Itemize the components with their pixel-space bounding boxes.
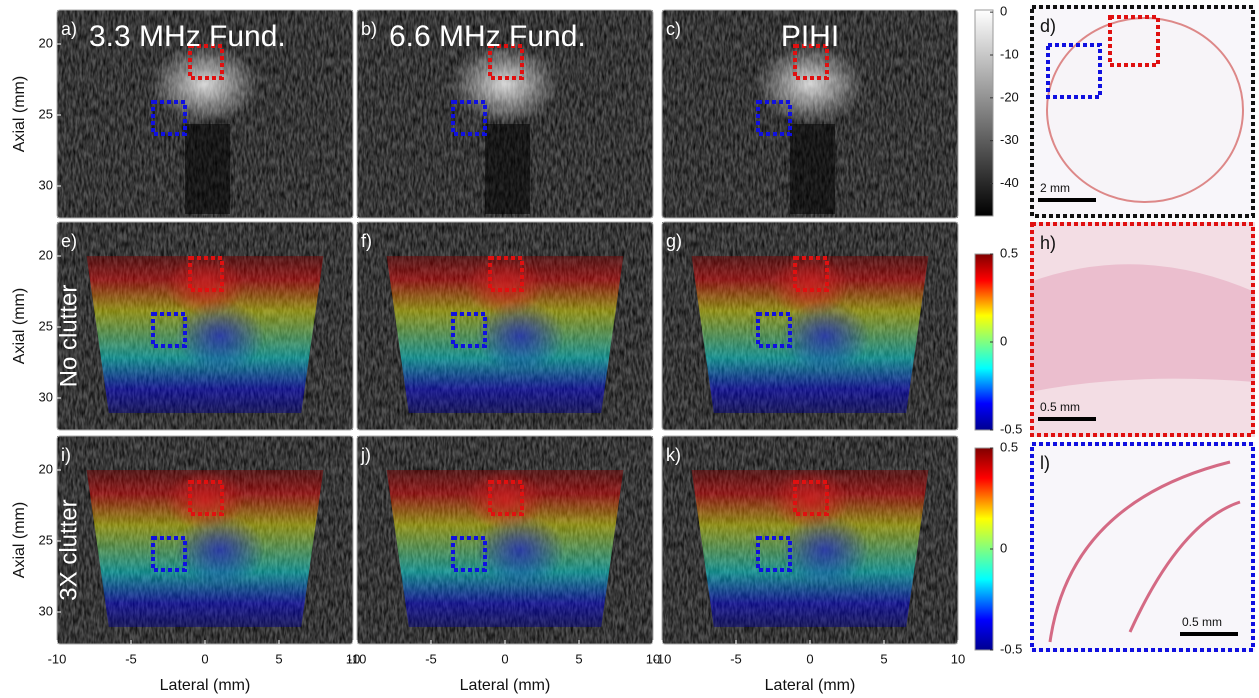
panel-title: PIHI: [781, 20, 839, 53]
tissue-fiber: [1030, 264, 1255, 392]
panel-label: g): [666, 231, 682, 251]
cold-region: [780, 301, 870, 371]
colorbar-tick-label: -0.5: [1000, 641, 1022, 656]
panel-label: l): [1040, 453, 1050, 473]
cold-region: [175, 515, 265, 585]
row-label: 3X clutter: [55, 499, 82, 600]
x-tick-label: -10: [48, 651, 67, 666]
inclusion: [450, 44, 560, 124]
colorbar-tick-label: 0.5: [1000, 439, 1018, 454]
colorbar-tick-label: 0: [1000, 540, 1007, 555]
x-tick-label: 5: [880, 651, 887, 666]
colorbar-tick-label: -0.5: [1000, 421, 1022, 436]
y-axis-label: Axial (mm): [11, 502, 28, 578]
x-axis-label: Lateral (mm): [460, 677, 551, 694]
shadow: [790, 124, 835, 214]
y-tick-label: 30: [39, 389, 53, 404]
y-tick-label: 25: [39, 532, 53, 547]
shadow: [185, 124, 230, 214]
x-tick-label: -5: [730, 651, 742, 666]
x-tick-label: -10: [653, 651, 672, 666]
colorbar-tick-label: 0: [1000, 4, 1007, 19]
panel-label: j): [360, 445, 371, 465]
panel-label: a): [61, 19, 77, 39]
scale-label: 0.5 mm: [1182, 615, 1222, 629]
y-tick-label: 20: [39, 247, 53, 262]
colorbar-tick-label: -40: [1000, 175, 1019, 190]
cold-region: [475, 301, 565, 371]
x-tick-label: 5: [275, 651, 282, 666]
colorbar-tick-label: -20: [1000, 89, 1019, 104]
panel-label: k): [666, 445, 681, 465]
y-tick-label: 20: [39, 35, 53, 50]
y-axis-label: Axial (mm): [11, 76, 28, 152]
inclusion: [755, 44, 865, 124]
x-tick-label: -5: [125, 651, 137, 666]
panel-label: b): [361, 19, 377, 39]
x-axis-label: Lateral (mm): [160, 677, 251, 694]
cold-region: [780, 515, 870, 585]
x-tick-label: 0: [201, 651, 208, 666]
x-tick-label: 5: [575, 651, 582, 666]
x-tick-label: -5: [425, 651, 437, 666]
panel-label: d): [1040, 16, 1056, 36]
panel-title: 3.3 MHz Fund.: [89, 20, 286, 53]
panel-label: h): [1040, 233, 1056, 253]
y-tick-label: 25: [39, 106, 53, 121]
x-axis-label: Lateral (mm): [765, 677, 856, 694]
colorbar-tick-label: 0.5: [1000, 245, 1018, 260]
colorbar: [975, 10, 993, 216]
colorbar-tick-label: 0: [1000, 333, 1007, 348]
row-label: No clutter: [55, 285, 82, 388]
cold-region: [475, 515, 565, 585]
y-axis-label: Axial (mm): [11, 288, 28, 364]
panel-title: 6.6 MHz Fund.: [389, 20, 586, 53]
panel-label: i): [61, 445, 71, 465]
panel-label: c): [666, 19, 681, 39]
x-tick-label: 0: [806, 651, 813, 666]
scale-label: 0.5 mm: [1040, 400, 1080, 414]
panel-label: f): [361, 231, 372, 251]
panel-label: e): [61, 231, 77, 251]
colorbar-tick-label: -10: [1000, 46, 1019, 61]
y-tick-label: 20: [39, 461, 53, 476]
scale-label: 2 mm: [1040, 181, 1070, 195]
colorbar-tick-label: -30: [1000, 132, 1019, 147]
x-tick-label: 10: [951, 651, 965, 666]
cold-region: [175, 301, 265, 371]
inclusion: [150, 44, 260, 124]
shadow: [485, 124, 530, 214]
y-tick-label: 30: [39, 177, 53, 192]
y-tick-label: 30: [39, 603, 53, 618]
x-tick-label: -10: [348, 651, 367, 666]
x-tick-label: 0: [501, 651, 508, 666]
y-tick-label: 25: [39, 318, 53, 333]
figure: a) 3.3 MHz Fund. 20 25 30 Axial (mm) b) 6.6 MHz…: [0, 0, 1259, 698]
